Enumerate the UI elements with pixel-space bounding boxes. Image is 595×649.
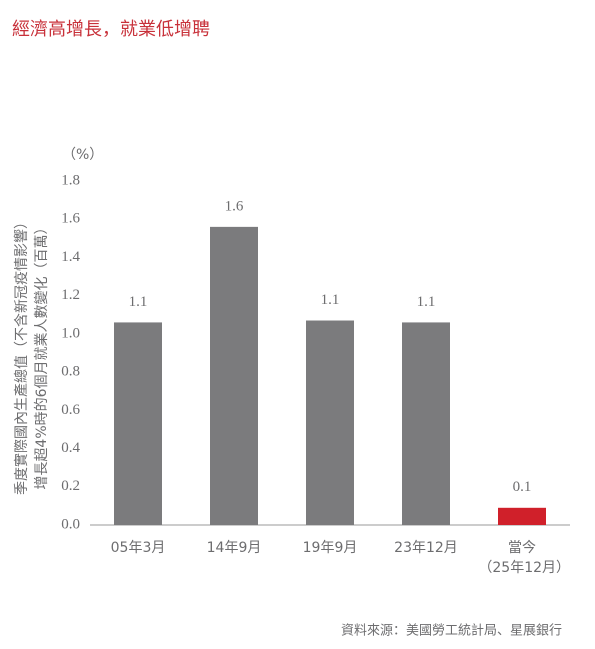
bar (498, 507, 546, 525)
bar (402, 322, 450, 525)
value-label: 1.1 (417, 294, 436, 310)
bar (306, 320, 354, 525)
source-note: 資料來源：美國勞工統計局、星展銀行 (341, 623, 562, 639)
x-tick-label: 19年9月 (303, 540, 358, 556)
y-axis-title: 增長超4%時的6個月就業人數變化（百萬） (34, 220, 50, 489)
value-label: 1.1 (321, 292, 340, 308)
y-tick-label: 1.8 (61, 172, 80, 188)
y-unit: （%） (62, 147, 103, 163)
y-tick-label: 0.6 (61, 402, 80, 418)
y-tick-label: 1.4 (61, 249, 80, 265)
y-tick-label: 0.4 (61, 440, 80, 456)
value-label: 1.6 (225, 198, 244, 214)
value-label: 1.1 (129, 294, 148, 310)
x-tick-label: 當今 （25年12月） (474, 540, 570, 576)
y-tick-label: 1.0 (61, 325, 80, 341)
y-tick-label: 0.8 (61, 364, 80, 380)
y-tick-label: 0.2 (61, 478, 80, 494)
y-tick-label: 1.6 (61, 211, 80, 227)
x-tick-label: 05年3月 (111, 540, 166, 556)
y-tick-label: 0.0 (61, 516, 80, 532)
chart-title: 經濟高增長，就業低增聘 (12, 19, 210, 40)
x-tick-label: 14年9月 (207, 540, 262, 556)
y-axis-title: 季度實際國內生產總值（不含新冠疫情影響） (13, 215, 30, 495)
x-tick-label: 23年12月 (394, 540, 458, 556)
bar (210, 226, 258, 525)
bar (114, 322, 162, 525)
y-tick-label: 1.2 (61, 287, 80, 303)
value-label: 0.1 (513, 479, 532, 495)
